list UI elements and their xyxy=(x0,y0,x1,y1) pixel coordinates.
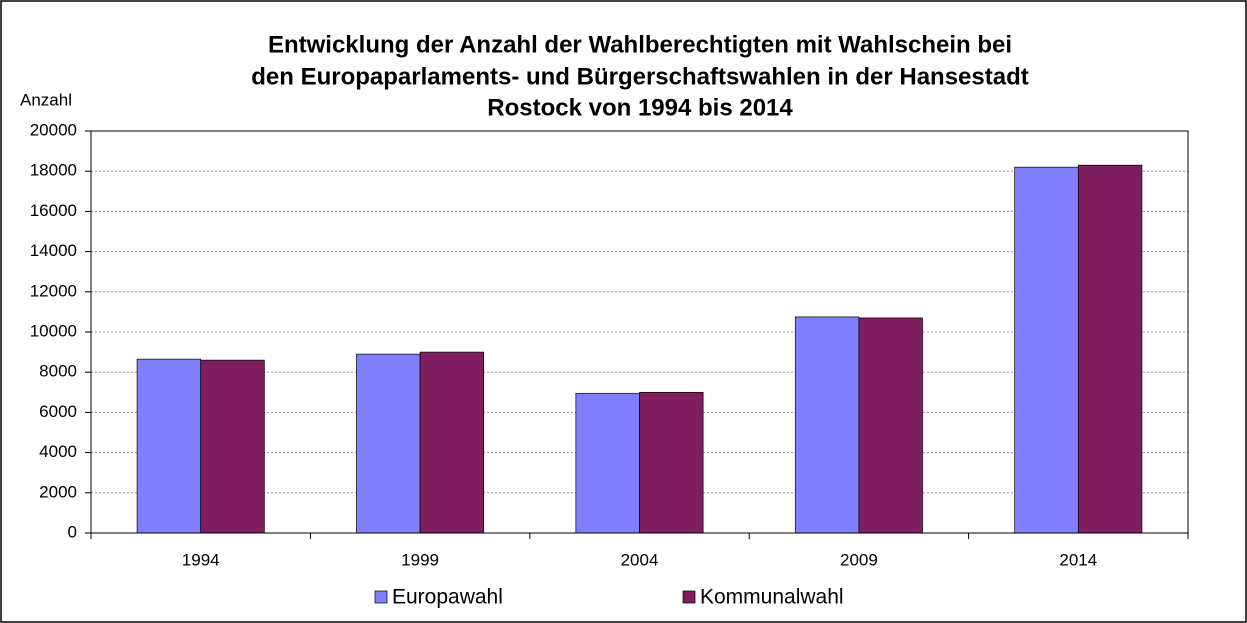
legend-label: Kommunalwahl xyxy=(700,586,844,609)
y-tick-label: 4000 xyxy=(39,442,77,461)
y-tick-label: 8000 xyxy=(39,362,77,381)
y-tick-label: 18000 xyxy=(30,161,77,180)
y-tick-label: 6000 xyxy=(39,402,77,421)
bar xyxy=(1014,166,1079,534)
chart-title: Entwicklung der Anzahl der Wahlberechtig… xyxy=(268,31,1012,58)
bar xyxy=(419,351,485,534)
x-tick-label: 1999 xyxy=(401,550,439,569)
bar xyxy=(1077,164,1143,534)
y-tick-label: 16000 xyxy=(30,201,77,220)
legend-label: Europawahl xyxy=(392,586,503,609)
y-tick-label: 20000 xyxy=(30,120,77,139)
bar xyxy=(136,358,202,534)
bar xyxy=(575,392,640,534)
x-tick-label: 1994 xyxy=(182,550,220,569)
bar xyxy=(200,359,265,534)
y-tick-label: 2000 xyxy=(39,482,77,501)
y-tick-label: 10000 xyxy=(30,321,77,340)
chart-title: den Europaparlaments- und Bürgerschaftsw… xyxy=(251,63,1029,90)
bar xyxy=(639,391,704,534)
bar xyxy=(794,316,860,534)
legend-swatch xyxy=(682,590,696,604)
y-tick-label: 0 xyxy=(68,522,77,541)
plot-border xyxy=(90,130,1189,534)
legend-swatch xyxy=(374,590,388,604)
x-tick-label: 2004 xyxy=(621,550,659,569)
y-tick-label: 12000 xyxy=(30,281,77,300)
chart-title: Rostock von 1994 bis 2014 xyxy=(487,94,793,121)
bar xyxy=(356,353,421,534)
y-axis-label: Anzahl xyxy=(20,90,72,109)
x-tick-label: 2009 xyxy=(840,550,878,569)
y-tick-label: 14000 xyxy=(30,241,77,260)
bar xyxy=(858,317,923,534)
x-tick-label: 2014 xyxy=(1059,550,1097,569)
